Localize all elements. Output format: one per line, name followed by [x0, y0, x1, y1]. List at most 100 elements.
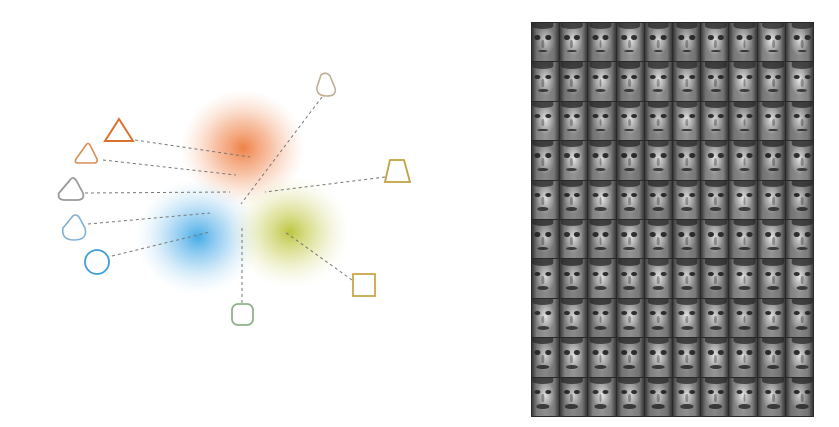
face-eye-r — [631, 35, 638, 40]
face-nose — [800, 79, 804, 87]
face-eye-l — [534, 311, 541, 316]
face-eye-r — [775, 350, 782, 355]
face-tile — [785, 259, 813, 298]
face-eye-l — [707, 114, 714, 119]
face-eye-l — [765, 35, 772, 40]
face-nose — [627, 315, 631, 324]
face-nose — [570, 276, 574, 284]
face-nose — [714, 79, 718, 87]
face-eye-l — [765, 389, 772, 395]
face-nose — [541, 355, 545, 363]
face-nose — [656, 276, 660, 284]
face-nose — [599, 236, 602, 245]
face-nose — [714, 39, 718, 48]
face-tile — [532, 298, 560, 338]
face-eye-l — [592, 192, 599, 198]
face-eye-l — [707, 389, 714, 395]
face-tile — [701, 338, 729, 377]
face-mouth — [797, 49, 807, 53]
face-mouth — [768, 128, 779, 132]
face-tile — [644, 101, 672, 141]
face-nose — [685, 158, 689, 166]
face-eye-r — [660, 232, 667, 237]
face-hair — [676, 377, 698, 384]
face-eye-r — [746, 232, 753, 237]
face-hair — [532, 220, 554, 227]
face-hair — [762, 298, 785, 305]
face-tile — [673, 259, 701, 298]
face-tile — [588, 377, 616, 416]
face-nose — [743, 79, 746, 87]
face-tile — [729, 141, 757, 180]
face-eye-l — [534, 232, 541, 237]
olive-cluster-blob — [230, 176, 350, 288]
face-eye-l — [765, 153, 772, 158]
face-mouth — [624, 128, 635, 132]
face-hair — [791, 298, 813, 305]
face-eye-l — [765, 74, 772, 79]
face-eye-r — [573, 311, 580, 316]
face-hair — [762, 259, 785, 266]
face-hair — [532, 298, 554, 305]
face-mouth — [796, 128, 808, 132]
face-eye-l — [678, 232, 685, 237]
face-eye-r — [660, 271, 667, 276]
face-eye-l — [621, 311, 628, 316]
face-hair — [560, 62, 583, 69]
connector-trapezoid-olive — [264, 176, 386, 193]
face-hair — [676, 23, 698, 30]
face-eye-r — [804, 311, 811, 316]
connector-circle-blue — [111, 231, 211, 257]
face-tile — [644, 338, 672, 377]
face-hair — [532, 338, 554, 345]
face-eye-l — [707, 192, 714, 198]
face-nose — [570, 355, 574, 363]
face-hair — [733, 220, 756, 227]
face-nose — [743, 197, 746, 206]
face-eye-r — [717, 114, 724, 119]
face-tile — [673, 298, 701, 338]
face-hair — [676, 338, 698, 345]
face-tile — [588, 298, 616, 338]
face-eye-r — [573, 114, 580, 119]
face-hair — [762, 180, 785, 187]
face-eye-r — [631, 114, 638, 119]
face-eye-l — [592, 114, 599, 119]
face-mouth — [681, 286, 693, 290]
face-eye-l — [563, 311, 570, 316]
face-eye-r — [689, 192, 696, 198]
face-eye-l — [621, 153, 628, 158]
face-eye-r — [573, 192, 580, 198]
face-tile — [673, 141, 701, 180]
face-eye-r — [689, 232, 696, 237]
face-mouth — [710, 89, 721, 92]
face-mouth — [681, 49, 692, 53]
face-tile — [729, 101, 757, 141]
connector-lines — [84, 96, 386, 303]
face-nose — [743, 236, 746, 245]
face-tile — [757, 141, 785, 180]
face-nose — [743, 276, 746, 284]
face-eye-l — [592, 153, 599, 158]
face-mouth — [681, 128, 693, 132]
face-nose — [541, 79, 545, 87]
circle-blue-icon — [84, 249, 110, 275]
face-eye-r — [660, 153, 667, 158]
face-nose — [685, 315, 689, 324]
face-eye-r — [717, 232, 724, 237]
face-nose — [771, 236, 775, 245]
face-eye-l — [736, 35, 743, 40]
face-mouth — [797, 89, 808, 92]
face-mouth — [537, 128, 549, 132]
face-eye-r — [602, 271, 609, 276]
face-mouth — [594, 207, 607, 211]
face-nose — [714, 118, 718, 127]
face-eye-l — [793, 74, 800, 79]
face-tile — [616, 23, 644, 62]
face-mouth — [738, 404, 751, 409]
face-mouth — [623, 325, 636, 330]
face-eye-l — [707, 311, 714, 316]
face-mouth — [709, 325, 722, 330]
face-eye-l — [765, 192, 772, 198]
face-hair — [704, 23, 727, 30]
